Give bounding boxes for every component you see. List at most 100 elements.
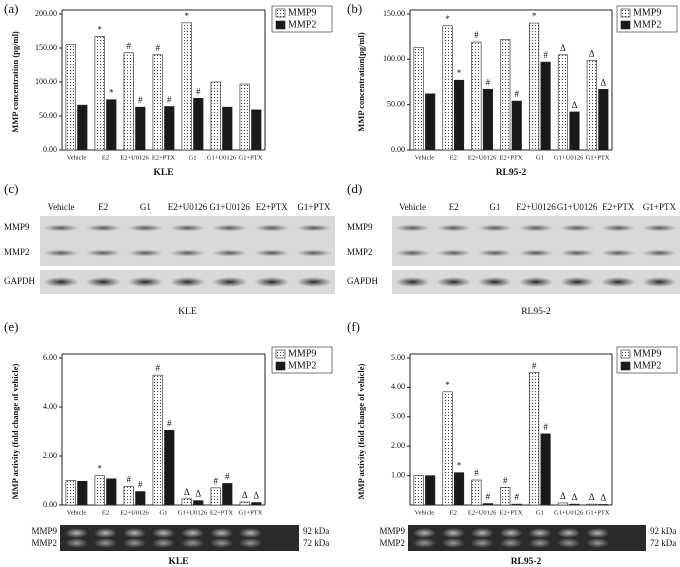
bar <box>251 109 262 151</box>
legend-swatch <box>275 20 286 30</box>
blot-band <box>169 249 206 257</box>
bar <box>529 372 540 506</box>
legend-swatch <box>275 8 286 18</box>
blot-band <box>169 277 206 287</box>
significance-mark: Δ <box>560 491 566 501</box>
blot-band <box>296 224 332 232</box>
bar <box>210 487 221 506</box>
significance-mark: # <box>155 43 160 53</box>
bar <box>482 88 493 151</box>
significance-mark: # <box>486 492 491 502</box>
gel-band <box>557 528 581 538</box>
x-axis-label: KLE <box>153 168 173 178</box>
gel-band <box>180 538 205 548</box>
significance-mark: # <box>167 95 172 105</box>
bar <box>164 429 175 506</box>
x-axis-label: RL95-2 <box>496 168 527 178</box>
y-tick-label: 100.00 <box>35 77 57 86</box>
gel-row-label: MMP2 <box>379 538 405 548</box>
significance-mark: * <box>97 464 102 474</box>
gel-band <box>441 538 465 548</box>
gel-size-label: 92 kDa <box>303 526 329 536</box>
bar <box>413 475 424 506</box>
bar <box>123 486 134 506</box>
x-tick-label: E2+U0126 <box>120 509 149 516</box>
gel-band <box>528 528 552 538</box>
gel-band <box>122 538 147 548</box>
gel-band <box>412 538 436 548</box>
blot-band <box>559 224 595 232</box>
blot-band <box>559 249 595 257</box>
gel-row-label: MMP9 <box>31 526 57 536</box>
bar <box>210 81 221 151</box>
legend-label: MMP2 <box>288 360 316 371</box>
significance-mark: Δ <box>195 489 201 499</box>
bar <box>152 54 163 151</box>
x-tick-label: Vehicle <box>415 154 435 161</box>
bar <box>500 39 511 151</box>
blot-band <box>436 249 471 257</box>
bar <box>222 106 233 151</box>
blot-band <box>43 277 79 287</box>
y-axis-label: MMP concentration(pg/ml) <box>356 32 366 132</box>
x-tick-label: G1+PTX <box>586 509 610 516</box>
bar <box>222 483 233 506</box>
significance-mark: Δ <box>242 490 248 500</box>
x-tick-label: G1+PTX <box>239 509 263 516</box>
blot-band <box>395 224 430 232</box>
blot-band <box>601 277 636 287</box>
gel-size-label: 72 kDa <box>650 538 676 548</box>
bar <box>569 503 580 506</box>
bar <box>164 106 175 151</box>
legend-swatch <box>620 361 631 371</box>
bar <box>500 487 511 506</box>
significance-mark: # <box>126 475 131 485</box>
bar <box>453 79 465 151</box>
bar <box>106 478 117 506</box>
bar <box>94 36 105 151</box>
bar <box>181 22 192 151</box>
blot <box>40 216 335 266</box>
bar <box>413 47 424 151</box>
bar <box>135 106 146 151</box>
bar <box>511 100 522 151</box>
lane-label: Vehicle <box>399 202 426 212</box>
blot-band <box>254 224 290 232</box>
significance-mark: * <box>457 461 462 471</box>
significance-mark: Δ <box>253 491 259 501</box>
x-tick-label: G1 <box>536 154 544 161</box>
significance-mark: # <box>543 50 548 60</box>
y-tick-label: 200.00 <box>35 9 57 18</box>
legend-swatch <box>275 361 286 371</box>
y-tick-label: 50.00 <box>39 111 57 120</box>
y-tick-label: 4.00 <box>391 382 405 391</box>
legend-label: MMP2 <box>633 19 661 30</box>
y-tick-label: 5.00 <box>391 353 405 362</box>
x-tick-label: Vehicle <box>67 509 87 516</box>
bar <box>239 83 250 151</box>
y-tick-label: 0.00 <box>43 145 57 154</box>
blot-band <box>518 249 554 257</box>
bar <box>598 88 609 151</box>
blot-band <box>395 249 430 257</box>
x-tick-label: G1+PTX <box>239 154 263 161</box>
bar <box>557 502 569 506</box>
gel-band <box>64 528 89 538</box>
x-tick-label: E2+PTX <box>210 509 233 516</box>
bar <box>442 391 453 506</box>
x-tick-label: G1+PTX <box>586 154 610 161</box>
blot-row-label: MMP2 <box>4 247 30 257</box>
blot-band <box>127 249 164 257</box>
y-tick-label: 0.00 <box>43 500 57 509</box>
x-tick-label: E2+U0126 <box>468 154 497 161</box>
lane-label: Vehicle <box>48 202 75 212</box>
panel-label: (e) <box>4 319 18 334</box>
x-tick-label: G1 <box>160 509 168 516</box>
legend-label: MMP2 <box>633 360 661 371</box>
blot-band <box>477 277 513 287</box>
significance-mark: * <box>184 11 189 21</box>
lane-label: E2+PTX <box>602 202 635 212</box>
blot-band <box>518 277 554 287</box>
lane-label: E2 <box>449 202 459 212</box>
blot-band <box>43 249 79 257</box>
